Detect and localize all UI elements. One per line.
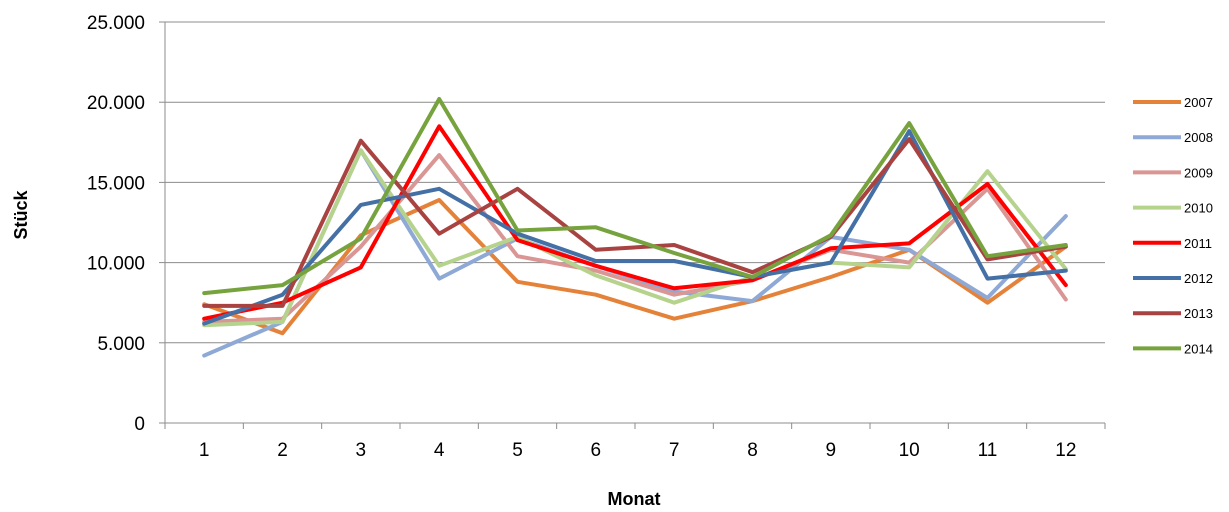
x-axis-title: Monat xyxy=(608,489,661,509)
x-tick-label: 12 xyxy=(1055,440,1076,461)
y-tick-label: 5.000 xyxy=(97,334,145,355)
legend-label-2009: 2009 xyxy=(1184,165,1213,180)
legend-label-2008: 2008 xyxy=(1184,130,1213,145)
legend-label-2013: 2013 xyxy=(1184,306,1213,321)
x-tick-label: 1 xyxy=(199,440,210,461)
y-tick-label: 20.000 xyxy=(87,93,145,114)
x-tick-label: 7 xyxy=(669,440,680,461)
legend-label-2010: 2010 xyxy=(1184,201,1213,216)
series-lines xyxy=(204,99,1066,356)
x-tick-label: 2 xyxy=(277,440,288,461)
x-tick-label: 9 xyxy=(826,440,837,461)
x-tick-labels: 1 2 3 4 5 6 7 8 9 10 11 12 xyxy=(199,440,1077,461)
y-tick-labels: 0 5.000 10.000 15.000 20.000 25.000 xyxy=(87,13,145,435)
legend-label-2014: 2014 xyxy=(1184,341,1213,356)
x-tick-label: 10 xyxy=(899,440,920,461)
x-tick-label: 5 xyxy=(512,440,523,461)
series-line-2012 xyxy=(204,131,1066,324)
y-axis-title: Stück xyxy=(11,190,31,240)
legend: 2007 2008 2009 2010 2011 2012 2013 2014 xyxy=(1133,95,1213,356)
legend-label-2007: 2007 xyxy=(1184,95,1213,110)
y-tick-label: 0 xyxy=(134,414,145,435)
y-tick-label: 25.000 xyxy=(87,13,145,34)
legend-label-2011: 2011 xyxy=(1184,236,1212,251)
x-tick-label: 11 xyxy=(978,440,998,461)
x-tick-label: 6 xyxy=(591,440,602,461)
x-tick-label: 8 xyxy=(747,440,758,461)
y-tick-label: 15.000 xyxy=(87,173,145,194)
y-tick-label: 10.000 xyxy=(87,254,145,275)
legend-label-2012: 2012 xyxy=(1184,271,1213,286)
x-tick-label: 3 xyxy=(356,440,367,461)
x-tick-label: 4 xyxy=(434,440,445,461)
